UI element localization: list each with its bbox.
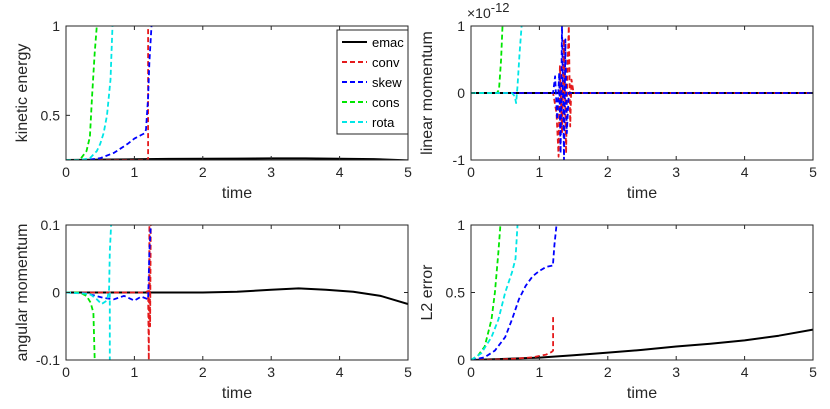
x-tick-label: 1 bbox=[131, 164, 139, 180]
series-line-conv bbox=[471, 26, 813, 158]
y-axis-label: L2 error bbox=[419, 264, 436, 321]
series-line-skew bbox=[66, 26, 153, 160]
x-tick-label: 0 bbox=[62, 364, 70, 380]
series-line-emac bbox=[66, 287, 408, 305]
legend-label-emac: emac bbox=[372, 35, 404, 50]
x-tick-label: 0 bbox=[62, 164, 70, 180]
series-line-cons bbox=[471, 225, 502, 360]
series-group bbox=[471, 225, 813, 360]
legend-label-conv: conv bbox=[372, 55, 400, 70]
x-axis-label: time bbox=[627, 185, 657, 202]
y-axis-label: kinetic energy bbox=[14, 44, 31, 143]
x-tick-label: 4 bbox=[741, 364, 749, 380]
series-group bbox=[471, 26, 813, 160]
y-axis-label: linear momentum bbox=[419, 31, 436, 155]
y-tick-label: 1 bbox=[457, 18, 465, 34]
y-tick-label: 0.1 bbox=[41, 217, 61, 233]
y-tick-label: -1 bbox=[453, 152, 466, 168]
axis-multiplier: ×10-12 bbox=[467, 0, 510, 21]
y-tick-label: -0.1 bbox=[36, 352, 60, 368]
series-line-skew bbox=[471, 225, 558, 360]
x-axis-label: time bbox=[222, 385, 252, 402]
series-line-skew bbox=[471, 26, 813, 160]
axis-multiplier-exponent: -12 bbox=[491, 0, 510, 15]
series-line-rota bbox=[66, 225, 112, 305]
legend-box bbox=[336, 29, 409, 135]
y-tick-label: 0 bbox=[52, 285, 60, 301]
x-tick-label: 3 bbox=[672, 164, 680, 180]
y-tick-label: 0 bbox=[457, 85, 465, 101]
series-line-conv bbox=[66, 26, 150, 160]
x-tick-label: 4 bbox=[741, 164, 749, 180]
series-line-rota bbox=[66, 26, 114, 160]
x-tick-label: 5 bbox=[809, 364, 817, 380]
subplot-1: 0 1 2 3 4 5 0.5 1 time kinetic energy emac conv skew… bbox=[14, 18, 412, 202]
x-axis-label: time bbox=[627, 385, 657, 402]
y-tick-label: 1 bbox=[52, 18, 60, 34]
series-line-conv bbox=[66, 225, 152, 360]
x-tick-label: 2 bbox=[199, 164, 207, 180]
x-axis-label: time bbox=[222, 185, 252, 202]
series-line-cons bbox=[471, 26, 504, 94]
series-line-cons bbox=[66, 26, 98, 160]
x-tick-label: 3 bbox=[267, 364, 275, 380]
series-line-rota bbox=[471, 26, 523, 104]
x-tick-label: 5 bbox=[404, 364, 412, 380]
y-tick-label: 1 bbox=[457, 217, 465, 233]
y-axis-label: angular momentum bbox=[14, 224, 31, 362]
x-tick-label: 4 bbox=[336, 164, 344, 180]
legend-label-skew: skew bbox=[372, 75, 402, 90]
y-tick-label: 0 bbox=[457, 352, 465, 368]
x-tick-label: 5 bbox=[404, 164, 412, 180]
x-tick-label: 2 bbox=[199, 364, 207, 380]
x-tick-label: 0 bbox=[467, 164, 475, 180]
series-line-rota bbox=[471, 225, 519, 360]
series-line-conv bbox=[471, 315, 554, 360]
x-tick-label: 2 bbox=[604, 164, 612, 180]
series-line-cons bbox=[66, 291, 96, 360]
legend: emac conv skew cons rota bbox=[336, 29, 409, 135]
series-group bbox=[66, 26, 408, 160]
x-tick-label: 5 bbox=[809, 164, 817, 180]
x-tick-label: 0 bbox=[467, 364, 475, 380]
y-tick-label: 0.5 bbox=[41, 107, 61, 123]
y-tick-label: 0.5 bbox=[446, 285, 466, 301]
legend-label-rota: rota bbox=[372, 115, 395, 130]
x-tick-label: 1 bbox=[536, 364, 544, 380]
x-tick-label: 3 bbox=[267, 164, 275, 180]
series-line-emac bbox=[471, 328, 813, 360]
series-group bbox=[66, 225, 408, 360]
x-tick-label: 4 bbox=[336, 364, 344, 380]
x-tick-label: 1 bbox=[536, 164, 544, 180]
x-tick-label: 2 bbox=[604, 364, 612, 380]
legend-label-cons: cons bbox=[372, 95, 400, 110]
x-tick-label: 1 bbox=[131, 364, 139, 380]
subplot-4: 0 1 2 3 4 5 0 0.5 1 time L2 error bbox=[419, 217, 817, 402]
x-tick-label: 3 bbox=[672, 364, 680, 380]
